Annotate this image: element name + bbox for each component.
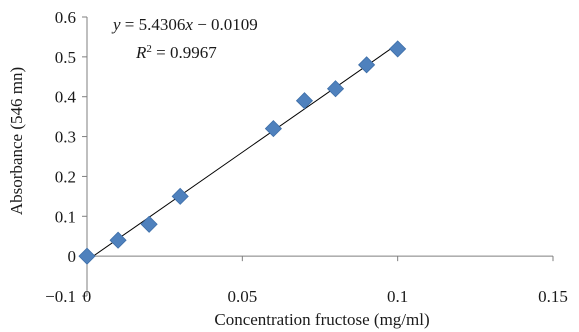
data-points [78,40,407,265]
data-point [295,92,314,110]
y-tick-label: 0.6 [55,8,76,27]
data-point [140,215,158,233]
trendline [86,43,398,261]
y-tick-label: −0.1 [45,287,76,306]
r2-exponent: 2 [146,43,152,55]
tick-labels: −0.1 0 0.1 0.2 0.3 0.4 0.5 0.6 0 0.05 0.1 0.15 [45,8,568,306]
data-point [389,40,407,58]
r-squared: R2 = 0.9967 [135,43,217,62]
equation-intercept: − 0.0109 [193,15,258,34]
x-tick-label: 0.1 [387,287,408,306]
y-tick-label: 0.4 [55,88,77,107]
y-tick-label: 0 [68,247,77,266]
x-tick-label: 0 [83,287,92,306]
equation-y: y [111,15,121,34]
y-tick-label: 0.2 [55,167,76,186]
data-point [171,187,189,205]
data-point [264,120,282,138]
x-tick-label: 0.05 [227,287,257,306]
y-tick-label: 0.5 [55,48,76,67]
y-tick-label: 0.3 [55,128,76,147]
data-point [109,231,127,249]
data-point [78,247,96,265]
r2-value: = 0.9967 [152,43,217,62]
equation-slope: = 5.4306 [121,15,186,34]
x-axis-title: Concentration fructose (mg/ml) [214,310,429,329]
x-tick-label: 0.15 [538,287,568,306]
equation-x: x [184,15,193,34]
data-point [326,80,345,98]
trendline-group [86,43,398,261]
y-axis-title: Absorbance (546 mn) [7,67,26,215]
trendline-equation: y = 5.4306x − 0.0109 [111,15,258,34]
data-point [358,56,376,74]
y-tick-label: 0.1 [55,207,76,226]
r2-symbol: R [135,43,147,62]
